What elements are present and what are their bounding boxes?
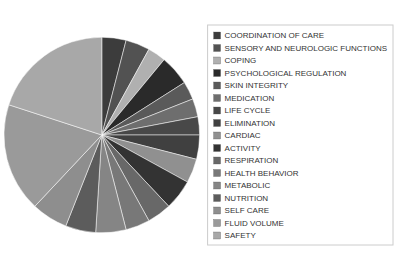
legend-item: NUTRITION [214, 194, 269, 203]
legend-label: MEDICATION [225, 94, 275, 103]
legend-swatch [214, 220, 221, 227]
legend-swatch [214, 157, 221, 164]
legend-label: SKIN INTEGRITY [225, 81, 289, 90]
legend-label: HEALTH BEHAVIOR [225, 169, 299, 178]
pie [4, 37, 200, 233]
legend-swatch [214, 120, 221, 127]
legend-item: SELF CARE [214, 206, 269, 215]
legend-swatch [214, 145, 221, 152]
legend-label: COPING [225, 56, 257, 65]
legend-item: MEDICATION [214, 94, 275, 103]
legend-swatch [214, 170, 221, 177]
pie-slice [9, 37, 102, 135]
legend-label: PSYCHOLOGICAL REGULATION [225, 69, 347, 78]
legend-item: RESPIRATION [214, 156, 279, 165]
legend-item: FLUID VOLUME [214, 219, 284, 228]
legend-swatch [214, 95, 221, 102]
legend-label: CARDIAC [225, 131, 261, 140]
legend-swatch [214, 45, 221, 52]
legend-label: FLUID VOLUME [225, 219, 284, 228]
legend-swatch [214, 107, 221, 114]
legend-label: METABOLIC [225, 181, 271, 190]
legend-item: METABOLIC [214, 181, 271, 190]
legend-frame [208, 25, 393, 245]
legend: COORDINATION OF CARE SENSORY AND NEUROLOG… [208, 25, 393, 245]
legend-swatch [214, 70, 221, 77]
legend-swatch [214, 195, 221, 202]
legend-label: NUTRITION [225, 194, 269, 203]
legend-item: SENSORY AND NEUROLOGIC FUNCTIONS [214, 44, 387, 53]
legend-swatch [214, 82, 221, 89]
legend-label: LIFE CYCLE [225, 106, 271, 115]
legend-item: CARDIAC [214, 131, 261, 140]
legend-item: COPING [214, 56, 257, 65]
legend-swatch [214, 182, 221, 189]
legend-item: ELIMINATION [214, 119, 276, 128]
legend-swatch [214, 232, 221, 239]
legend-item: PSYCHOLOGICAL REGULATION [214, 69, 347, 78]
legend-label: COORDINATION OF CARE [225, 31, 324, 40]
legend-label: SELF CARE [225, 206, 269, 215]
legend-swatch [214, 207, 221, 214]
legend-swatch [214, 32, 221, 39]
chart: COORDINATION OF CARE SENSORY AND NEUROLOG… [0, 0, 399, 270]
legend-swatch [214, 57, 221, 64]
legend-swatch [214, 132, 221, 139]
legend-item: SAFETY [214, 231, 257, 240]
legend-label: ELIMINATION [225, 119, 276, 128]
legend-label: SENSORY AND NEUROLOGIC FUNCTIONS [225, 44, 387, 53]
legend-item: ACTIVITY [214, 144, 262, 153]
legend-item: HEALTH BEHAVIOR [214, 169, 299, 178]
pie-slice [102, 117, 200, 135]
legend-label: SAFETY [225, 231, 257, 240]
legend-label: ACTIVITY [225, 144, 262, 153]
legend-item: COORDINATION OF CARE [214, 31, 324, 40]
legend-item: LIFE CYCLE [214, 106, 271, 115]
legend-label: RESPIRATION [225, 156, 279, 165]
legend-item: SKIN INTEGRITY [214, 81, 289, 90]
